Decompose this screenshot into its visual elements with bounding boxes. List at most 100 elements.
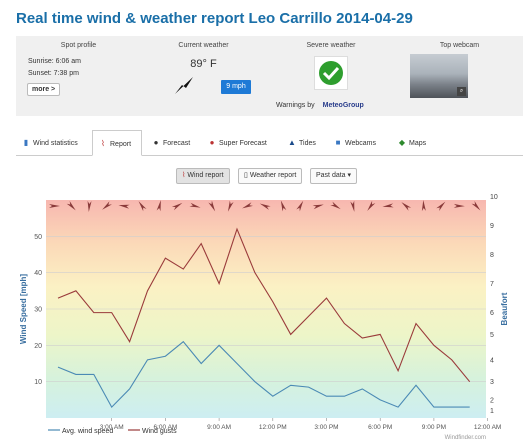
beaufort-axis-ticks: 1 2 3 4 5 6 7 8 9 10 [490, 194, 498, 415]
tab-wind-statistics[interactable]: ▮ Wind statistics [16, 130, 92, 156]
tab-super-forecast[interactable]: ● Super Forecast [202, 130, 282, 156]
top-webcam-heading: Top webcam [439, 42, 480, 49]
wind-report-icon: ⌇ [101, 139, 105, 148]
beaufort-tick-label: 8 [490, 252, 494, 259]
tab-maps[interactable]: ◆ Maps [392, 130, 442, 156]
wind-direction-arrow [242, 202, 253, 209]
warnings-label: Warnings by [276, 102, 315, 109]
wind-direction-arrow [367, 200, 376, 211]
x-tick-label: 3:00 PM [314, 424, 338, 431]
beaufort-tick-label: 9 [490, 223, 494, 230]
wind-direction-arrow [189, 202, 201, 208]
wind-direction-arrow [171, 202, 183, 211]
y-tick-label: 30 [34, 307, 42, 314]
y-tick-label: 10 [34, 379, 42, 386]
wind-direction-arrow [436, 201, 446, 211]
wind-direction-arrow [208, 200, 216, 212]
wind-direction-arrow [87, 200, 92, 212]
beaufort-tick-label: 3 [490, 379, 494, 386]
magnifier-icon[interactable]: ⌕ [457, 87, 466, 96]
weather-report-button[interactable]: ▯ Weather report [238, 168, 303, 184]
wind-direction-arrow [66, 200, 76, 211]
beaufort-tick-label: 2 [490, 397, 494, 404]
wind-direction-arrow [453, 203, 465, 208]
wind-direction-arrow [312, 204, 324, 210]
sunset-text: Sunset: 7:38 pm [28, 70, 79, 77]
webcam-icon: ■ [335, 138, 341, 147]
beaufort-tick-label: 5 [490, 332, 494, 339]
x-tick-label: 12:00 AM [474, 424, 501, 431]
temperature: 89° F [190, 58, 217, 70]
wind-direction-arrow [330, 201, 341, 210]
checkmark-icon [319, 61, 343, 85]
wind-direction-arrow [138, 201, 147, 212]
warnings-by: Warnings by MeteoGroup [276, 102, 364, 109]
wind-direction-arrow [350, 200, 355, 212]
meteogroup-logo[interactable]: MeteoGroup [322, 102, 364, 109]
x-tick-label: 6:00 PM [368, 424, 392, 431]
windfinder-watermark: Windfinder.com [445, 435, 486, 441]
super-forecast-icon: ● [209, 138, 215, 147]
wind-direction-arrow [118, 204, 130, 209]
map-icon: ◆ [398, 138, 406, 147]
wind-direction-arrow [401, 202, 412, 211]
more-button[interactable]: more > [27, 83, 61, 96]
top-webcam: Top webcam ⌕ [396, 36, 523, 116]
legend-avg-wind[interactable]: Avg. wind speed [62, 428, 113, 435]
grid-lines [46, 236, 486, 382]
x-tick-label: 3:00 AM [100, 424, 124, 431]
y-tick-label: 20 [34, 343, 42, 350]
y-axis-ticks: 10 20 30 40 50 [34, 234, 42, 386]
x-tick-label: 9:00 AM [207, 424, 231, 431]
y-tick-label: 40 [34, 270, 42, 277]
y-tick-label: 50 [34, 234, 42, 241]
tab-tides[interactable]: ▲ Tides [282, 130, 328, 156]
page-title: Real time wind & weather report Leo Carr… [16, 10, 413, 27]
legend[interactable]: Avg. wind speed Wind gusts [48, 428, 177, 435]
beaufort-tick-label: 4 [490, 357, 494, 364]
caret-down-icon: ▾ [347, 172, 352, 179]
beaufort-tick-label: 7 [490, 281, 494, 288]
wind-direction-arrow [280, 200, 287, 212]
wind-report-icon: ⌇ [182, 172, 186, 179]
past-data-dropdown[interactable]: Past data ▾ [310, 168, 358, 184]
thermometer-icon: ▯ [244, 172, 248, 179]
beaufort-tick-label: 10 [490, 194, 498, 201]
severe-weather-status[interactable] [314, 56, 348, 90]
current-weather-heading: Current weather [178, 42, 229, 49]
wind-direction-arrow [471, 200, 481, 211]
legend-wind-gusts[interactable]: Wind gusts [142, 428, 177, 435]
tab-webcams[interactable]: ■ Webcams [328, 130, 388, 156]
wind-direction-arrow-icon [175, 77, 193, 94]
tides-icon: ▲ [288, 138, 296, 147]
beaufort-tick-label: 6 [490, 310, 494, 317]
view-switcher: ⌇ Wind report ▯ Weather report Past data… [176, 168, 366, 184]
summary-panel: Spot profile Sunrise: 6:06 am Sunset: 7:… [16, 36, 523, 116]
tab-forecast[interactable]: ● Forecast [146, 130, 202, 156]
wind-direction-arrow [421, 200, 426, 212]
spot-profile-heading: Spot profile [60, 42, 97, 49]
wind-chart: 10 20 30 40 50 1 2 3 4 5 6 7 8 9 10 3:00 AM 6:00 AM 9:0… [19, 194, 509, 441]
beaufort-axis-label: Beaufort [500, 292, 509, 325]
wind-direction-arrow [227, 200, 234, 212]
tab-bar: ▮ Wind statistics ⌇ Report ● Forecast ● Supe… [16, 130, 523, 156]
wind-direction-arrow [49, 204, 60, 208]
webcam-thumbnail[interactable]: ⌕ [410, 54, 468, 98]
wind-direction-arrow [156, 200, 161, 212]
x-tick-label: 9:00 PM [422, 424, 446, 431]
sunrise-text: Sunrise: 6:06 am [28, 58, 81, 65]
avg-wind-speed-line [57, 340, 470, 409]
wind-direction-arrow [382, 203, 394, 208]
series-lines [57, 227, 471, 409]
x-axis-ticks: 3:00 AM 6:00 AM 9:00 AM 12:00 PM 3:00 PM 6:00… [100, 418, 501, 431]
bar-chart-icon: ▮ [23, 138, 29, 147]
y-axis-label: Wind Speed [mph] [19, 274, 28, 344]
beaufort-tick-label: 1 [490, 408, 494, 415]
current-weather: Current weather 89° F 9 mph [141, 36, 266, 116]
spot-profile: Spot profile Sunrise: 6:06 am Sunset: 7:… [16, 36, 141, 116]
tab-report[interactable]: ⌇ Report [92, 130, 142, 156]
wind-direction-arrows [49, 200, 481, 212]
wind-report-button[interactable]: ⌇ Wind report [176, 168, 230, 184]
wind-direction-arrow [102, 201, 112, 210]
wind-direction-arrow [296, 200, 304, 212]
